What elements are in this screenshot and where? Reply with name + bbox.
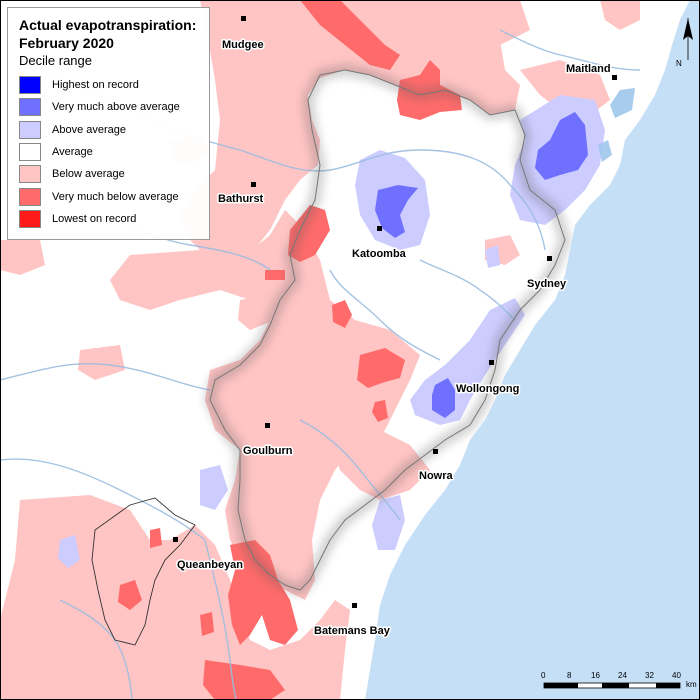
legend-label-above: Above average (52, 123, 126, 136)
legend-label-lowest: Lowest on record (52, 212, 137, 225)
legend-item-average: Average (19, 141, 199, 163)
town-label-sydney: Sydney (527, 278, 567, 290)
north-arrow: N (676, 18, 693, 68)
town-label-batemans-bay: Batemans Bay (314, 625, 391, 637)
scale-tick-32: 32 (645, 671, 654, 680)
legend-swatch-below (19, 165, 41, 184)
legend-label-very-much-below: Very much below average (52, 190, 179, 203)
legend-swatch-very-much-above (19, 98, 41, 117)
legend-item-above: Above average (19, 119, 199, 141)
legend-item-lowest: Lowest on record (19, 208, 199, 230)
town-label-goulburn: Goulburn (243, 445, 293, 457)
legend-label-highest: Highest on record (52, 79, 139, 92)
legend-label-average: Average (52, 146, 93, 159)
legend-title-line1: Actual evapotranspiration: (19, 17, 197, 33)
legend-label-very-much-above: Very much above average (52, 101, 180, 114)
legend-swatch-lowest (19, 209, 41, 228)
catchment-boundary (209, 69, 566, 591)
legend-item-highest: Highest on record (19, 74, 199, 96)
legend-swatch-average (19, 143, 41, 162)
town-marker-batemans-bay (352, 603, 357, 608)
very-much-above-average-regions (375, 112, 588, 418)
act-boundary (91, 497, 196, 646)
legend-swatch-above (19, 120, 41, 139)
town-marker-sydney (547, 256, 552, 261)
town-marker-maitland (612, 75, 617, 80)
legend-title-line2: February 2020 (19, 35, 114, 51)
town-label-mudgee: Mudgee (222, 39, 264, 51)
town-label-bathurst: Bathurst (218, 193, 264, 205)
legend-item-very-much-above: Very much above average (19, 96, 199, 118)
town-label-nowra: Nowra (419, 470, 454, 482)
scale-tick-0: 0 (541, 671, 546, 680)
scale-tick-24: 24 (618, 671, 627, 680)
legend-item-very-much-below: Very much below average (19, 185, 199, 207)
coastal-patches (598, 88, 635, 162)
town-marker-nowra (433, 449, 438, 454)
legend-swatch-very-much-below (19, 187, 41, 206)
town-marker-wollongong (489, 360, 494, 365)
town-label-katoomba: Katoomba (352, 248, 407, 260)
legend-subtitle: Decile range (19, 53, 92, 68)
town-label-queanbeyan: Queanbeyan (177, 559, 243, 571)
town-marker-katoomba (377, 226, 382, 231)
scale-tick-8: 8 (567, 671, 572, 680)
town-marker-queanbeyan (173, 537, 178, 542)
town-marker-bathurst (251, 182, 256, 187)
town-markers (173, 16, 617, 608)
legend-swatch-highest (19, 76, 41, 95)
ocean (365, 0, 700, 700)
scale-tick-16: 16 (591, 671, 600, 680)
town-label-maitland: Maitland (566, 63, 611, 75)
town-marker-goulburn (265, 423, 270, 428)
town-label-wollongong: Wollongong (456, 383, 519, 395)
legend: Actual evapotranspiration: February 2020… (7, 7, 210, 240)
legend-item-below: Below average (19, 163, 199, 185)
legend-label-below: Below average (52, 168, 125, 181)
town-marker-mudgee (241, 16, 246, 21)
scale-bar: 0 8 16 24 32 40 km (541, 671, 697, 689)
scale-tick-40: 40 (672, 671, 681, 680)
scale-unit: km (686, 680, 697, 689)
north-label: N (676, 59, 682, 68)
